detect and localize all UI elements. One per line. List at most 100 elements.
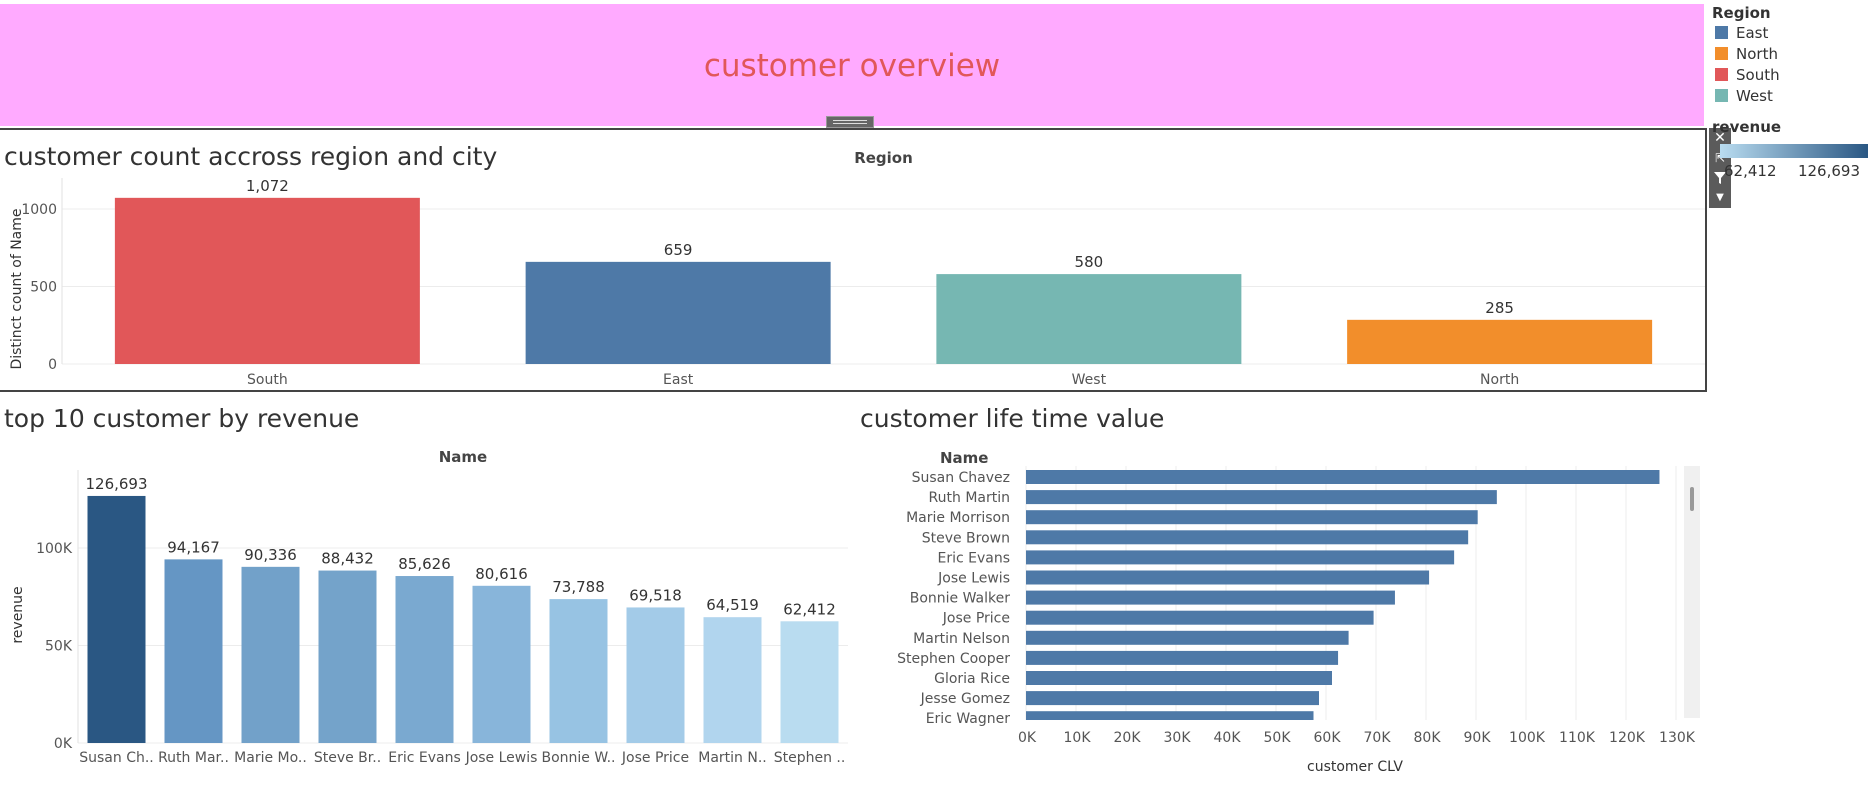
x-tick-label: East: [663, 372, 694, 388]
top10-chart: Name 0K 50K 100K revenue 126,693 Susan Ch.. 94,…: [10, 448, 848, 766]
bar-1: [87, 495, 146, 743]
bar-value-label: 73,788: [552, 578, 605, 596]
legend-swatch: [1715, 47, 1728, 60]
bar-value-label: 80,616: [475, 565, 528, 583]
clv-bar: [1026, 590, 1395, 605]
x-tick-label: Susan Ch..: [79, 750, 154, 766]
close-icon[interactable]: ✕: [1714, 130, 1726, 146]
y-tick-label: Jesse Gomez: [920, 691, 1010, 707]
legend-label: West: [1736, 86, 1773, 105]
x-tick-label: 80K: [1414, 730, 1442, 746]
clv-bar: [1026, 490, 1497, 505]
resize-handle[interactable]: [826, 116, 874, 128]
legend-label: East: [1736, 23, 1769, 42]
legend-item-east[interactable]: East: [1712, 22, 1876, 43]
dropdown-arrow-icon[interactable]: ▼: [1716, 192, 1724, 203]
bar-west: [936, 274, 1242, 364]
bar-value-label: 285: [1485, 299, 1514, 317]
clv-chart-panel[interactable]: customer life time value Name 0K 10K 20K 30K…: [860, 400, 1708, 792]
legend-item-south[interactable]: South: [1712, 64, 1876, 85]
y-tick-label: 1000: [21, 202, 57, 218]
x-tick-label: 90K: [1464, 730, 1492, 746]
bar-3: [241, 566, 300, 743]
bar-8: [626, 607, 685, 743]
bar-6: [472, 585, 531, 743]
y-axis-title: revenue: [10, 586, 26, 643]
clv-bar: [1026, 570, 1430, 585]
name-column-header: Name: [439, 448, 487, 466]
clv-bar: [1026, 530, 1469, 545]
x-tick-label: 100K: [1509, 730, 1546, 746]
revenue-legend: revenue 62,412 126,693: [1712, 118, 1876, 184]
clv-scrollbar[interactable]: [1684, 466, 1700, 718]
bar-9: [703, 617, 762, 743]
bar-7: [549, 599, 608, 743]
revenue-legend-min: 62,412: [1724, 162, 1777, 180]
y-tick-label: Steve Brown: [922, 530, 1010, 546]
legend-swatch: [1715, 26, 1728, 39]
x-tick-label: 0K: [1018, 730, 1037, 746]
legend-item-north[interactable]: North: [1712, 43, 1876, 64]
bar-2: [164, 559, 223, 743]
x-tick-label: 40K: [1214, 730, 1242, 746]
clv-bar: [1026, 671, 1332, 685]
bar-south: [114, 197, 420, 364]
bar-east: [525, 261, 831, 364]
clv-chart-title: customer life time value: [860, 404, 1165, 433]
clv-bar: [1026, 691, 1319, 706]
y-tick-label: Jose Price: [942, 611, 1010, 627]
bar-value-label: 94,167: [167, 538, 220, 556]
x-tick-label: 110K: [1559, 730, 1596, 746]
revenue-legend-max: 126,693: [1797, 162, 1860, 180]
bar-4: [318, 570, 377, 743]
revenue-legend-title: revenue: [1712, 118, 1782, 136]
name-row-header: Name: [940, 449, 988, 467]
y-tick-label: Marie Morrison: [906, 510, 1010, 526]
bar-10: [780, 621, 839, 743]
filter-icon[interactable]: [1709, 168, 1731, 188]
clv-bar: [1026, 650, 1339, 665]
popout-icon[interactable]: ⇱: [1714, 151, 1726, 165]
y-tick-label: 100K: [36, 541, 73, 557]
x-tick-label: West: [1072, 372, 1107, 388]
x-tick-label: Ruth Mar..: [158, 750, 229, 766]
x-tick-label: 60K: [1314, 730, 1342, 746]
x-tick-label: Marie Mo..: [234, 750, 307, 766]
region-column-header: Region: [854, 149, 913, 167]
bar-value-label: 659: [664, 241, 693, 259]
y-tick-label: 0K: [54, 736, 73, 752]
y-tick-label: Eric Evans: [937, 550, 1010, 566]
clv-bar: [1026, 711, 1314, 720]
bar-north: [1347, 319, 1653, 364]
clv-scrollbar-thumb[interactable]: [1690, 487, 1694, 511]
x-tick-label: Eric Evans: [388, 750, 461, 766]
y-tick-label: Ruth Martin: [929, 490, 1010, 506]
y-tick-label: Bonnie Walker: [910, 591, 1011, 607]
x-tick-label: 70K: [1364, 730, 1392, 746]
y-axis-title: Distinct count of Name: [9, 208, 25, 369]
x-tick-label: 10K: [1064, 730, 1092, 746]
x-tick-label: 30K: [1164, 730, 1192, 746]
x-tick-label: Bonnie W..: [541, 750, 615, 766]
y-tick-label: 0: [48, 357, 57, 373]
clv-chart: Name 0K 10K 20K 30K 40K 50K 60K 70K 80K 90K 100K 110…: [897, 449, 1696, 775]
dashboard-header: customer overview: [0, 4, 1704, 128]
bar-value-label: 64,519: [706, 596, 759, 614]
y-tick-label: Eric Wagner: [926, 711, 1011, 727]
bar-5: [395, 576, 454, 743]
x-tick-label: 120K: [1609, 730, 1646, 746]
y-tick-label: Stephen Cooper: [897, 651, 1010, 667]
bar-value-label: 126,693: [85, 475, 147, 493]
region-chart-panel[interactable]: customer count accross region and city R…: [0, 128, 1707, 392]
bar-value-label: 62,412: [783, 600, 836, 618]
region-chart-title: customer count accross region and city: [4, 142, 498, 171]
legend-item-west[interactable]: West: [1712, 85, 1876, 106]
y-tick-label: Martin Nelson: [913, 631, 1010, 647]
x-axis-title: customer CLV: [1307, 759, 1403, 775]
x-tick-label: Jose Price: [621, 750, 689, 766]
x-tick-label: Steve Br..: [314, 750, 381, 766]
legend-label: South: [1736, 65, 1780, 84]
top10-chart-panel[interactable]: top 10 customer by revenue Name 0K 50K 100K…: [0, 400, 860, 792]
revenue-color-ramp: [1720, 144, 1868, 158]
x-tick-label: 50K: [1264, 730, 1292, 746]
